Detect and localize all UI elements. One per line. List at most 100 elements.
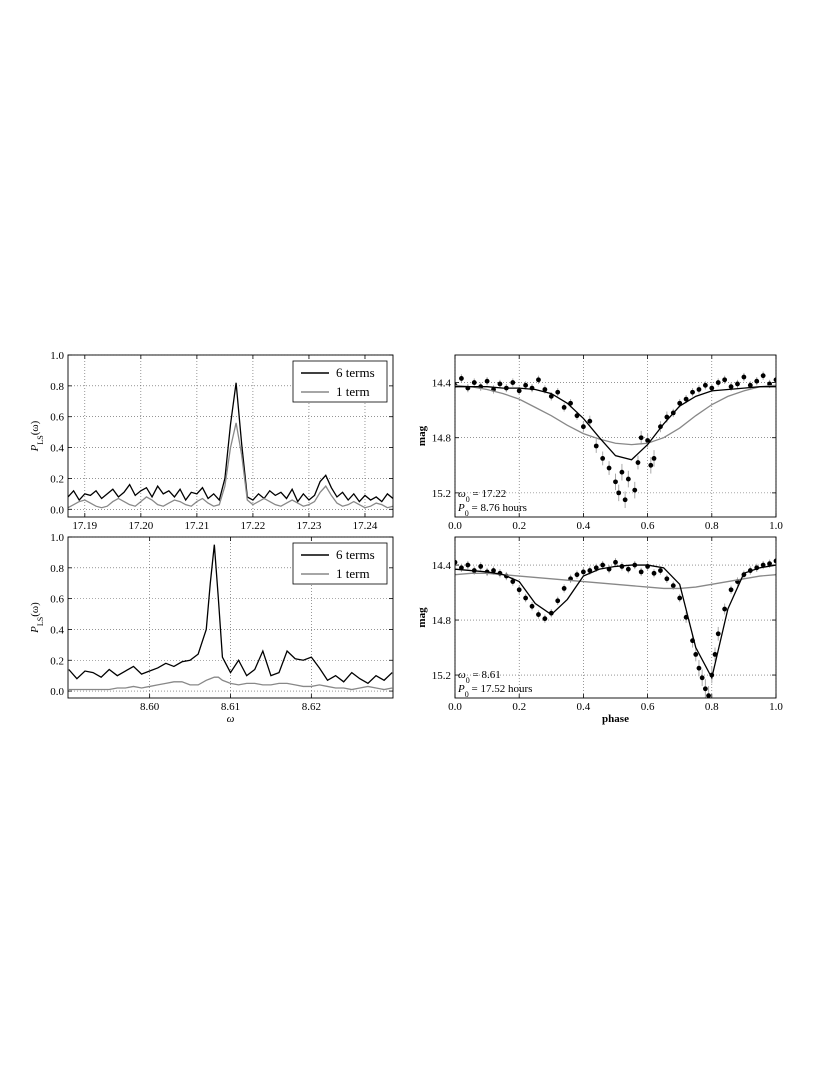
y-tick-label: 0.6: [50, 594, 64, 606]
data-point: [651, 456, 657, 461]
annotation-part: 0: [466, 495, 470, 504]
data-point: [465, 562, 471, 568]
data-point: [478, 564, 484, 569]
data-point: [754, 378, 760, 384]
data-point: [773, 558, 776, 564]
data-point: [587, 418, 593, 424]
data-point: [658, 568, 663, 573]
x-tick-label: 0.6: [641, 520, 655, 532]
model-curve: [455, 572, 776, 590]
model-curve: [455, 564, 776, 680]
data-point: [715, 380, 721, 385]
data-point: [702, 686, 708, 692]
data-point: [542, 616, 548, 622]
annotation-part: 0: [465, 690, 469, 699]
data-point: [574, 413, 580, 419]
data-point: [536, 377, 541, 383]
y-axis-label-part: P: [29, 626, 41, 634]
data-point: [760, 373, 766, 379]
data-point: [638, 569, 644, 575]
data-point: [548, 393, 554, 399]
data-point: [536, 612, 541, 617]
data-point: [484, 378, 490, 384]
data-point: [619, 469, 625, 475]
y-axis-label: mag: [416, 425, 428, 446]
data-point: [767, 561, 772, 567]
data-point: [702, 382, 708, 388]
y-tick-label: 14.4: [432, 560, 452, 572]
x-tick-label: 0.8: [705, 520, 719, 532]
data-point: [760, 562, 766, 568]
data-point: [616, 490, 622, 496]
data-point: [632, 487, 638, 493]
data-point: [600, 562, 606, 568]
x-tick-label: 0.8: [705, 701, 719, 713]
annotation: P0 = 8.76 hours: [457, 502, 527, 518]
annotation-part: = 17.22: [470, 488, 506, 500]
data-point: [690, 389, 695, 395]
data-point: [455, 559, 458, 565]
data-point: [459, 376, 464, 381]
y-tick-label: 0.4: [50, 624, 64, 636]
data-point: [497, 381, 503, 387]
annotation-part: = 8.76 hours: [469, 502, 527, 514]
data-point: [635, 460, 641, 465]
data-point: [529, 603, 535, 609]
data-point: [516, 587, 522, 593]
annotation-part: ω: [458, 488, 466, 500]
plot-frame: [67, 536, 394, 699]
data-point: [728, 384, 734, 390]
data-point: [735, 381, 740, 387]
y-tick-label: 1.0: [50, 350, 64, 362]
annotation-part: P: [457, 683, 465, 695]
data-point: [471, 380, 477, 385]
data-point: [696, 387, 702, 392]
annotation-part: 0: [466, 676, 470, 685]
x-tick-label: 0.0: [448, 701, 462, 713]
data-point: [677, 400, 683, 406]
x-tick-label: 0.6: [641, 701, 655, 713]
annotation-part: 0: [465, 509, 469, 518]
line-series: [68, 382, 393, 503]
data-point: [555, 598, 561, 604]
y-axis-label: mag: [416, 607, 428, 628]
y-tick-label: 0.2: [50, 473, 64, 485]
x-tick-label: 17.21: [185, 520, 210, 532]
line-series: [68, 544, 393, 685]
y-axis-label: PLS(ω): [29, 602, 45, 634]
y-axis-label: PLS(ω): [29, 420, 45, 452]
data-point: [593, 565, 599, 571]
y-tick-label: 14.8: [432, 433, 452, 445]
plot-frame: [454, 536, 777, 699]
x-axis-label: phase: [602, 713, 629, 725]
legend-label: 1 term: [336, 384, 370, 399]
data-point: [574, 572, 580, 578]
data-point: [561, 586, 567, 591]
legend-label: 6 terms: [336, 547, 375, 562]
data-point: [625, 476, 631, 482]
data-point: [651, 570, 657, 576]
plot-frame: [454, 354, 777, 518]
x-tick-label: 17.24: [353, 520, 378, 532]
annotation-part: = 8.61: [470, 669, 501, 681]
x-tick-label: 17.22: [241, 520, 266, 532]
x-tick-label: 8.60: [140, 701, 160, 713]
data-point: [728, 587, 734, 593]
data-point: [523, 382, 529, 388]
data-point: [664, 576, 670, 582]
x-tick-label: 0.2: [512, 520, 526, 532]
data-point: [648, 462, 654, 468]
data-point: [555, 389, 561, 395]
plot-frame: [67, 354, 394, 518]
y-tick-label: 15.2: [432, 488, 451, 500]
x-tick-label: 17.19: [72, 520, 97, 532]
y-tick-label: 0.6: [50, 412, 64, 424]
data-point: [722, 377, 728, 383]
panel: 0.0 0.2 0.4 0.6 0.8 1.014.414.815.2magphaseω0…: [416, 536, 783, 725]
annotation-part: ω: [458, 669, 466, 681]
data-point: [593, 443, 599, 449]
data-point: [516, 388, 522, 394]
data-point: [622, 497, 628, 503]
data-point: [523, 595, 529, 601]
